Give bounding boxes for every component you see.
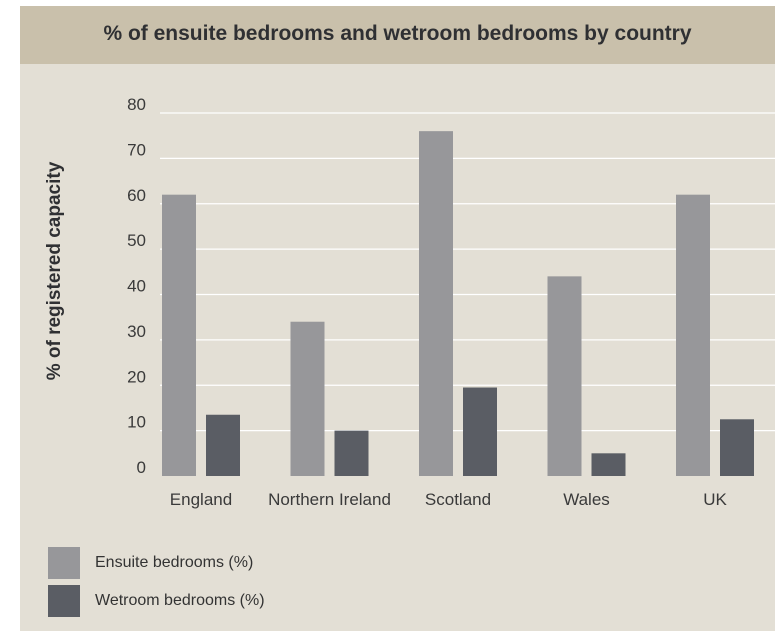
x-category-label: UK <box>703 490 727 509</box>
ensuite-bar <box>419 131 453 476</box>
x-category-label: Scotland <box>425 490 491 509</box>
x-category-label: Wales <box>563 490 610 509</box>
wetroom-bar <box>720 419 754 476</box>
wetroom-bar <box>591 453 626 476</box>
bars <box>162 131 754 477</box>
x-category-label: England <box>170 490 232 509</box>
y-tick-label: 0 <box>137 458 146 477</box>
legend-label-ensuite: Ensuite bedrooms (%) <box>95 554 254 571</box>
legend-swatch-ensuite <box>48 547 80 579</box>
y-tick-label: 40 <box>127 277 146 296</box>
y-axis-ticks: 0 10 20 30 40 50 60 70 80 <box>127 95 146 477</box>
chart-panel: % of ensuite bedrooms and wetroom bedroo… <box>20 6 775 631</box>
wetroom-bar <box>206 414 240 476</box>
bar-chart: 0 10 20 30 40 50 60 70 80 England Northern Irelan… <box>44 95 775 509</box>
x-axis-categories: England Northern Ireland Scotland Wales UK <box>170 490 728 509</box>
legend-swatch-wetroom <box>48 585 80 617</box>
chart-title: % of ensuite bedrooms and wetroom bedroo… <box>103 22 692 45</box>
ensuite-bar <box>676 194 710 477</box>
y-tick-label: 10 <box>127 413 146 432</box>
wetroom-bar <box>463 387 497 476</box>
ensuite-bar <box>547 276 582 476</box>
wetroom-bar <box>334 430 369 476</box>
y-tick-label: 80 <box>127 95 146 114</box>
y-tick-label: 60 <box>127 186 146 205</box>
x-category-label: Northern Ireland <box>268 490 391 509</box>
y-tick-label: 20 <box>127 367 146 386</box>
y-tick-label: 30 <box>127 322 146 341</box>
ensuite-bar <box>162 194 196 477</box>
y-tick-label: 50 <box>127 231 146 250</box>
legend-label-wetroom: Wetroom bedrooms (%) <box>95 592 265 609</box>
y-axis-label: % of registered capacity <box>44 161 65 380</box>
ensuite-bar <box>290 321 325 476</box>
chart-header: % of ensuite bedrooms and wetroom bedroo… <box>20 6 775 64</box>
y-tick-label: 70 <box>127 140 146 159</box>
